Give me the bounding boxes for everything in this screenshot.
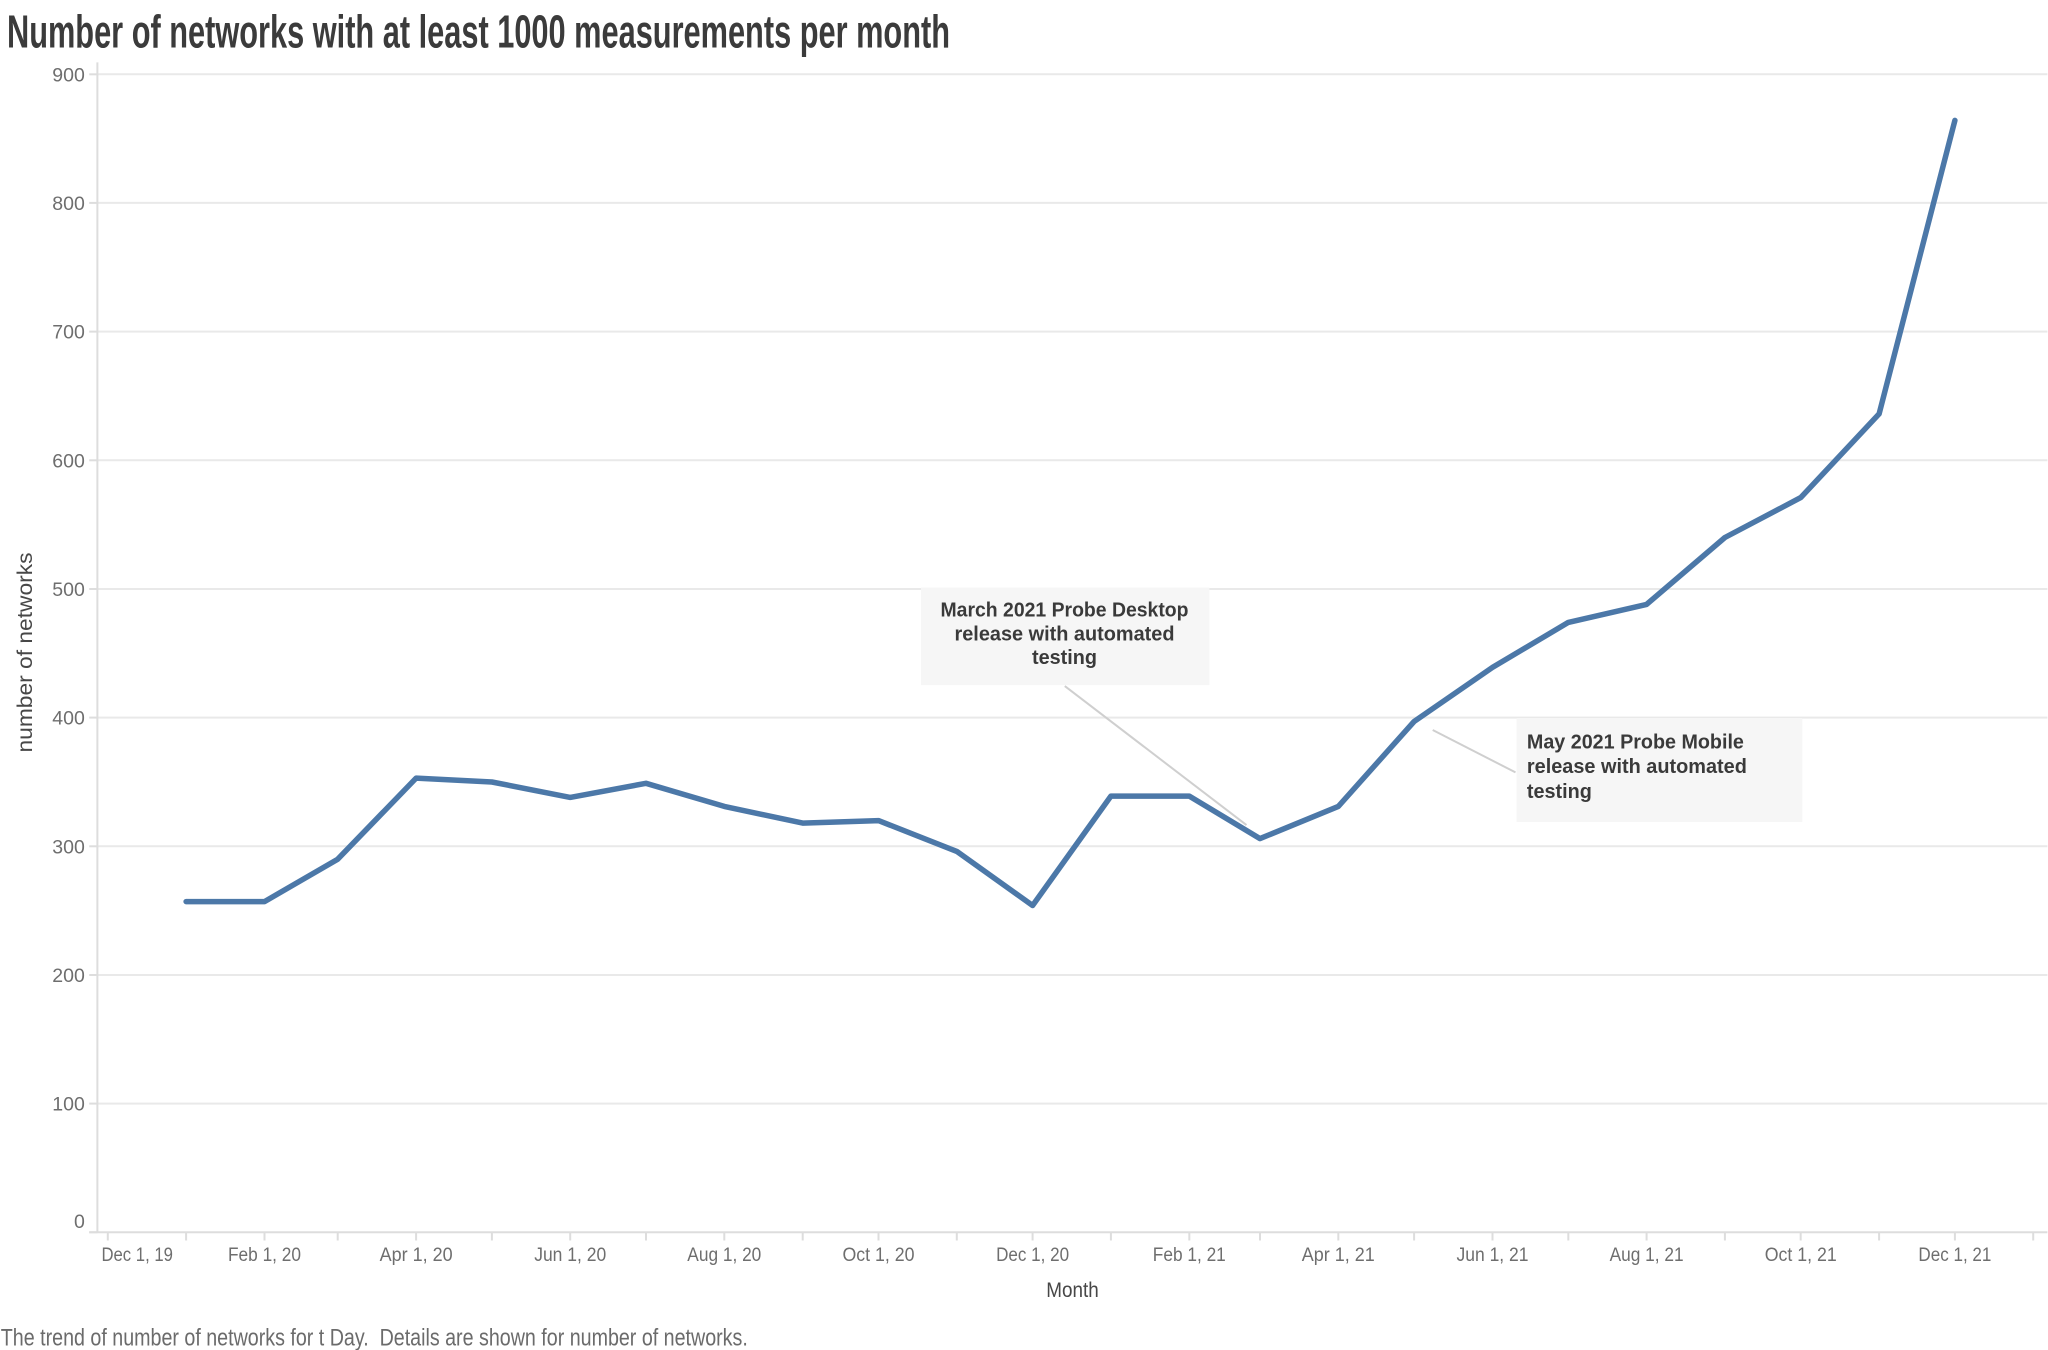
svg-text:0: 0 [74, 1211, 85, 1233]
svg-text:Aug 1, 20: Aug 1, 20 [687, 1244, 761, 1266]
svg-text:Apr 1, 21: Apr 1, 21 [1302, 1244, 1375, 1266]
svg-text:200: 200 [52, 965, 85, 987]
svg-text:Number of networks with at lea: Number of networks with at least 1000 me… [7, 5, 950, 57]
svg-text:Apr 1, 20: Apr 1, 20 [380, 1244, 453, 1266]
svg-text:Jun 1, 20: Jun 1, 20 [534, 1244, 606, 1266]
svg-text:The trend of number of network: The trend of number of networks for t Da… [1, 1325, 748, 1350]
svg-text:release with automated: release with automated [1527, 756, 1747, 778]
svg-text:400: 400 [52, 708, 85, 730]
svg-text:900: 900 [52, 64, 85, 86]
svg-text:100: 100 [52, 1094, 85, 1116]
svg-text:Dec 1, 20: Dec 1, 20 [996, 1244, 1069, 1266]
svg-text:800: 800 [52, 193, 85, 215]
svg-text:Oct 1, 20: Oct 1, 20 [843, 1244, 915, 1266]
svg-text:Dec 1, 21: Dec 1, 21 [1918, 1244, 1991, 1266]
svg-text:Feb 1, 20: Feb 1, 20 [228, 1244, 301, 1266]
svg-text:Aug 1, 21: Aug 1, 21 [1610, 1244, 1684, 1266]
svg-text:Dec 1, 19: Dec 1, 19 [101, 1244, 173, 1266]
svg-text:May 2021 Probe Mobile: May 2021 Probe Mobile [1527, 732, 1744, 754]
svg-text:number of networks: number of networks [13, 553, 37, 753]
svg-text:Jun 1, 21: Jun 1, 21 [1457, 1244, 1529, 1266]
svg-text:March 2021 Probe Desktop: March 2021 Probe Desktop [941, 600, 1189, 622]
svg-text:release with automated: release with automated [955, 623, 1175, 645]
svg-text:Feb 1, 21: Feb 1, 21 [1153, 1244, 1226, 1266]
svg-text:Oct 1, 21: Oct 1, 21 [1765, 1244, 1837, 1266]
svg-text:700: 700 [52, 322, 85, 344]
svg-text:600: 600 [52, 450, 85, 472]
svg-text:500: 500 [52, 579, 85, 601]
svg-text:Month: Month [1046, 1278, 1099, 1302]
svg-text:testing: testing [1527, 781, 1592, 803]
svg-text:testing: testing [1032, 647, 1097, 669]
svg-text:300: 300 [52, 836, 85, 858]
